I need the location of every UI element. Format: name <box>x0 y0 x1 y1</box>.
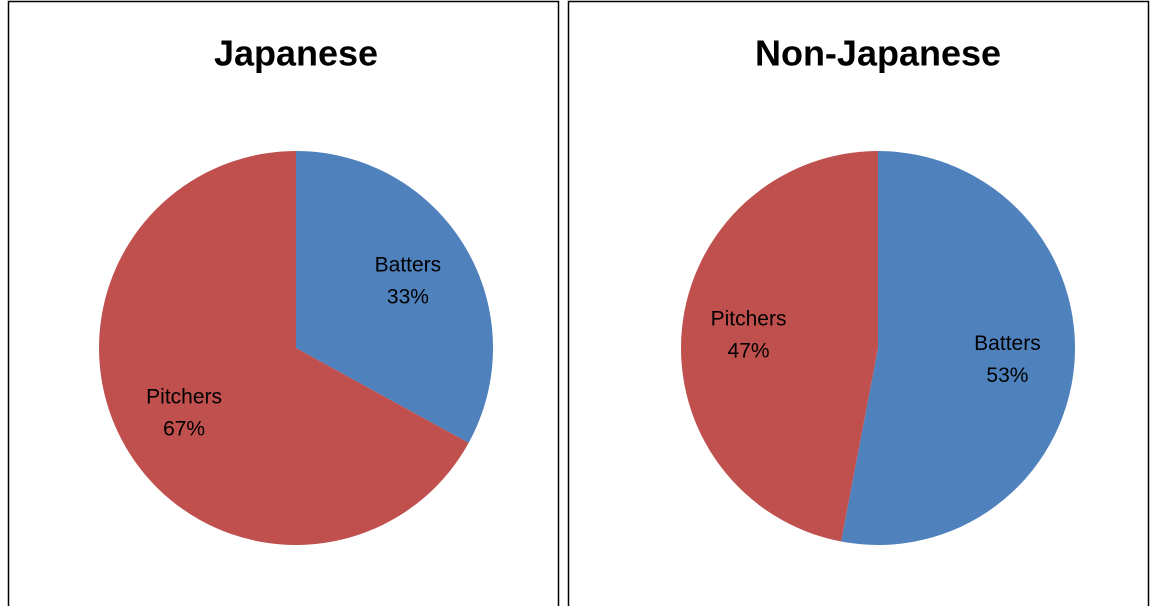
slice-category-label: Batters <box>974 332 1041 355</box>
slice-value-label: 47% <box>728 339 770 362</box>
slice-value-label: 67% <box>163 418 205 441</box>
slice-category-label: Batters <box>375 253 442 276</box>
pie-slice <box>296 151 494 443</box>
slice-value-label: 33% <box>387 285 429 308</box>
pie-slice <box>841 151 1076 545</box>
slice-value-label: 53% <box>986 364 1028 387</box>
slice-category-label: Pitchers <box>146 386 222 409</box>
chart-title: Non-Japanese <box>755 33 1001 74</box>
pie-slice <box>680 151 878 542</box>
slice-category-label: Pitchers <box>711 307 787 330</box>
chart-title: Japanese <box>214 33 378 74</box>
pie-slice <box>99 151 469 545</box>
